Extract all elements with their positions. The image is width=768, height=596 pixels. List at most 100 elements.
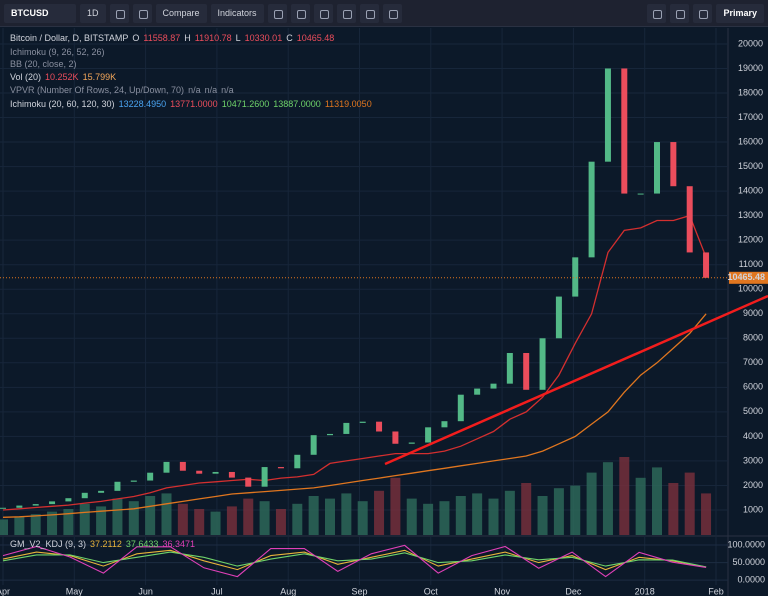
- indicator-name: BB (20, close, 2): [10, 59, 77, 69]
- volume-bar: [488, 498, 499, 535]
- candle: [425, 427, 432, 443]
- candle: [147, 472, 154, 481]
- volume-bar: [292, 503, 303, 535]
- ohlc-key: L: [236, 33, 241, 43]
- volume-bar: [619, 457, 630, 535]
- candle: [277, 467, 284, 469]
- volume-bar: [701, 493, 712, 535]
- ohlc-value: 10465.48: [297, 33, 335, 43]
- symbol-search[interactable]: BTCUSD: [4, 3, 76, 23]
- indicators[interactable]: Indicators: [210, 3, 264, 23]
- volume-bar: [177, 503, 188, 535]
- x-tick-label: May: [66, 586, 84, 596]
- x-tick-label: Apr: [0, 586, 10, 596]
- save[interactable]: [693, 3, 713, 23]
- volume-bar: [128, 501, 139, 535]
- volume-bar: [112, 498, 123, 535]
- fullscreen[interactable]: [359, 3, 379, 23]
- redo[interactable]: [336, 3, 356, 23]
- volume-bar: [341, 493, 352, 535]
- volume-bar: [521, 483, 532, 535]
- indicator-line: [2, 214, 707, 511]
- y-tick-label: 6000: [743, 382, 763, 392]
- y-tick-label: 12000: [738, 235, 763, 245]
- volume-bar: [504, 490, 515, 535]
- volume-bar: [308, 496, 319, 535]
- candle: [441, 421, 448, 428]
- osc-tick-label: 100.0000: [727, 539, 765, 549]
- x-tick-label: Dec: [565, 586, 582, 596]
- indicator-name: GM_V2_KDJ (9, 3): [10, 539, 86, 549]
- settings[interactable]: [132, 3, 152, 23]
- volume-bar: [30, 514, 41, 535]
- candle: [196, 470, 203, 474]
- candle: [539, 338, 546, 390]
- x-tick-label: Oct: [424, 586, 439, 596]
- trend-line: [384, 294, 768, 466]
- y-tick-label: 4000: [743, 431, 763, 441]
- ohlc-key: O: [132, 33, 139, 43]
- volume-bar: [652, 467, 662, 535]
- y-tick-label: 3000: [743, 455, 763, 465]
- y-tick-label: 7000: [743, 357, 763, 367]
- volume-bar: [79, 503, 90, 535]
- candle: [327, 433, 333, 436]
- indicator-line: [2, 313, 707, 518]
- y-tick-label: 1000: [743, 504, 763, 514]
- candle: [294, 454, 301, 469]
- indicator-name: Ichimoku (20, 60, 120, 30): [10, 99, 115, 109]
- legend-row: Vol (20) 10.252K 15.799K: [10, 72, 116, 82]
- indicator-value: 10471.2600: [222, 99, 270, 109]
- x-tick-label: Nov: [494, 586, 511, 596]
- candle: [163, 461, 170, 473]
- osc-tick-label: 0.0000: [737, 574, 765, 584]
- candle: [523, 353, 530, 390]
- y-tick-label: 14000: [738, 185, 763, 195]
- volume-bar: [47, 511, 58, 535]
- volume-bar: [455, 496, 466, 535]
- ohlc-value: 11910.78: [195, 33, 232, 43]
- volume-bar: [357, 501, 368, 535]
- volume-bar: [259, 501, 270, 535]
- y-tick-label: 9000: [743, 308, 763, 318]
- alert[interactable]: [267, 3, 287, 23]
- candle: [392, 431, 399, 444]
- candle: [114, 481, 121, 491]
- volume-bar: [226, 506, 237, 535]
- y-tick-label: 15000: [738, 161, 763, 171]
- candle: [359, 421, 366, 423]
- layout[interactable]: [647, 3, 667, 23]
- indicator-value: 13887.0000: [273, 99, 321, 109]
- replay[interactable]: [290, 3, 310, 23]
- layout-name[interactable]: Primary: [716, 3, 764, 23]
- volume-bar: [439, 501, 450, 535]
- y-tick-label: 10000: [738, 284, 763, 294]
- load[interactable]: [670, 3, 690, 23]
- volume-bar: [668, 483, 679, 535]
- candle: [32, 504, 39, 506]
- symbol-title: Bitcoin / Dollar, D, BITSTAMP: [10, 33, 128, 43]
- indicator-value: 15.799K: [83, 72, 117, 82]
- interval[interactable]: 1D: [80, 3, 106, 23]
- volume-bar: [537, 496, 548, 535]
- play[interactable]: [382, 3, 402, 23]
- candle: [408, 442, 415, 444]
- chart-style[interactable]: [109, 3, 129, 23]
- candle: [261, 467, 268, 487]
- undo[interactable]: [313, 3, 333, 23]
- compare[interactable]: Compare: [155, 3, 207, 23]
- candle: [65, 498, 72, 502]
- x-tick-label: Aug: [280, 586, 296, 596]
- indicator-name: VPVR (Number Of Rows, 24, Up/Down, 70): [10, 85, 184, 95]
- osc-tick-label: 50.0000: [732, 557, 765, 567]
- candle: [376, 421, 383, 432]
- y-tick-label: 20000: [738, 38, 763, 48]
- candle: [81, 492, 88, 499]
- legend-row: BB (20, close, 2): [10, 59, 77, 69]
- volume-bar: [325, 498, 335, 535]
- indicator-value: 11319.0050: [325, 99, 372, 109]
- indicator-value: n/a: [205, 85, 218, 95]
- volume-bar: [586, 472, 597, 535]
- legend-row: VPVR (Number Of Rows, 24, Up/Down, 70) n/…: [10, 85, 234, 95]
